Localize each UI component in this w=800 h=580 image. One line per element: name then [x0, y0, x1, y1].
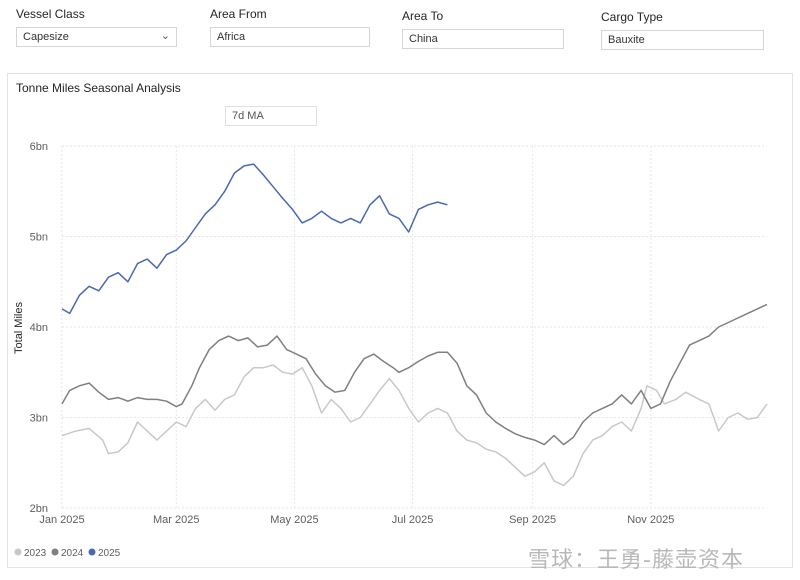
- filter-label: Area To: [402, 9, 444, 23]
- x-tick-label: Sep 2025: [509, 514, 556, 526]
- x-tick-label: May 2025: [270, 514, 318, 526]
- x-tick-label: Nov 2025: [627, 514, 674, 526]
- legend-marker-2023: [14, 548, 22, 556]
- input-value: Bauxite: [608, 34, 645, 46]
- legend-label-2024: 2024: [61, 548, 84, 559]
- vessel-class-dropdown[interactable]: Capesize ⌄: [16, 27, 177, 47]
- chart-title: Tonne Miles Seasonal Analysis: [16, 81, 181, 95]
- area-to-input[interactable]: China: [402, 29, 564, 49]
- x-tick-label: Jan 2025: [39, 514, 84, 526]
- input-value: Africa: [217, 31, 246, 43]
- legend-label-2023: 2023: [24, 548, 47, 559]
- series-line-2023: [61, 364, 768, 487]
- y-tick-label: 2bn: [30, 503, 48, 515]
- dropdown-value: Capesize: [23, 31, 69, 43]
- y-tick-label: 4bn: [30, 322, 48, 334]
- filter-cargo-type: Cargo Type Bauxite: [601, 10, 764, 50]
- y-axis-label: Total Miles: [13, 302, 25, 354]
- filter-label: Cargo Type: [601, 10, 663, 24]
- area-from-input[interactable]: Africa: [210, 27, 370, 47]
- y-tick-label: 5bn: [30, 232, 48, 244]
- ma-value: 7d MA: [232, 110, 264, 122]
- chart-card: Tonne Miles Seasonal Analysis 7d MA: [7, 73, 793, 568]
- legend-marker-2024: [51, 548, 59, 556]
- filter-label: Vessel Class: [16, 7, 85, 21]
- moving-average-input[interactable]: 7d MA: [225, 106, 317, 126]
- series-line-2025: [61, 163, 448, 315]
- filter-area-to: Area To China: [402, 9, 564, 49]
- filter-label: Area From: [210, 7, 267, 21]
- input-value: China: [409, 33, 438, 45]
- series-line-2024: [61, 303, 768, 446]
- watermark-text: 雪球：王勇-藤壶资本: [528, 548, 744, 573]
- cargo-type-input[interactable]: Bauxite: [601, 30, 764, 50]
- filter-vessel-class: Vessel Class Capesize ⌄: [16, 7, 177, 47]
- filter-area-from: Area From Africa: [210, 7, 370, 47]
- legend-label-2025: 2025: [98, 548, 121, 559]
- chevron-down-icon: ⌄: [160, 30, 170, 42]
- x-tick-label: Mar 2025: [153, 514, 199, 526]
- legend-marker-2025: [88, 548, 96, 556]
- y-tick-label: 3bn: [30, 413, 48, 425]
- y-tick-label: 6bn: [30, 141, 48, 153]
- x-tick-label: Jul 2025: [392, 514, 434, 526]
